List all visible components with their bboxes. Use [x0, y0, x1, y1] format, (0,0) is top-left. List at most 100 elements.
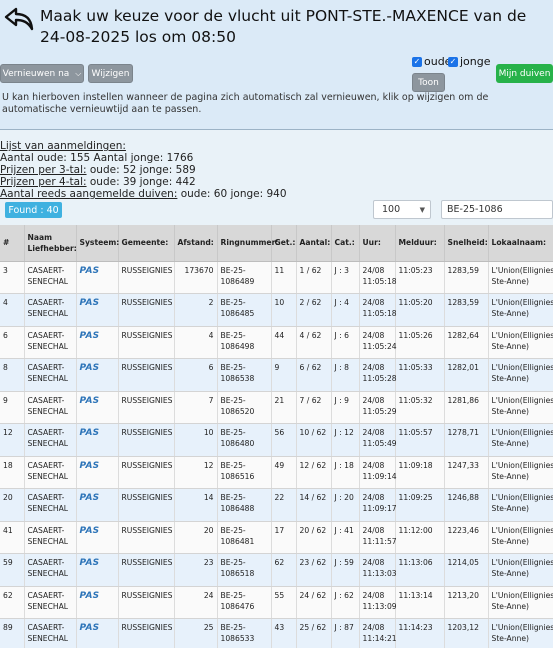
column-header[interactable]: Cat.:: [331, 225, 360, 262]
row-number: 41: [0, 521, 25, 554]
speed-cell: 1282,01: [444, 358, 489, 392]
table-row[interactable]: 20 CASAERT-SENECHAL PAS RUSSEIGNIES 14 BE-25-…: [0, 488, 553, 522]
column-header[interactable]: Afstand:: [174, 225, 218, 262]
get-cell: 17: [271, 521, 297, 554]
pas-logo: PAS: [79, 623, 100, 633]
report-time-cell: 11:05:32: [395, 391, 445, 424]
table-row[interactable]: 9 CASAERT-SENECHAL PAS RUSSEIGNIES 7 BE-25-10…: [0, 391, 553, 424]
toon-button[interactable]: Toon: [412, 73, 445, 92]
distance-cell: 24: [174, 586, 218, 619]
prizes4-link[interactable]: Prijzen per 4-tal:: [0, 176, 87, 188]
checkmark-icon: ✓: [413, 57, 421, 66]
local-cell: L'Union(Ellignies-Ste-Anne): [488, 488, 553, 522]
breeder-name: CASAERT-SENECHAL: [24, 553, 77, 587]
row-number: 62: [0, 586, 25, 619]
my-pigeons-button[interactable]: Mijn duiven: [496, 64, 553, 83]
column-header[interactable]: Gemeente:: [118, 225, 175, 262]
category-cell: J : 20: [331, 488, 360, 522]
breeder-name: CASAERT-SENECHAL: [24, 456, 77, 489]
table-row[interactable]: 18 CASAERT-SENECHAL PAS RUSSEIGNIES 12 BE-25-…: [0, 456, 553, 489]
row-number: 8: [0, 358, 25, 392]
column-header[interactable]: Melduur:: [395, 225, 445, 262]
row-number: 59: [0, 553, 25, 587]
ring-number: BE-25-1086533: [217, 618, 272, 648]
breeder-name: CASAERT-SENECHAL: [24, 423, 77, 457]
table-row[interactable]: 12 CASAERT-SENECHAL PAS RUSSEIGNIES 10 BE-25-…: [0, 423, 553, 457]
local-cell: L'Union(Ellignies-Ste-Anne): [488, 326, 553, 359]
table-row[interactable]: 89 CASAERT-SENECHAL PAS RUSSEIGNIES 25 BE-25-…: [0, 618, 553, 648]
search-input[interactable]: BE-25-1086: [441, 200, 553, 219]
ring-number: BE-25-1086481: [217, 521, 272, 554]
time-cell: 24/08 11:14:21: [359, 618, 397, 648]
page-size-value: 100: [382, 204, 401, 215]
column-header[interactable]: Ringnummer:: [217, 225, 278, 262]
back-arrow-icon[interactable]: [3, 6, 35, 32]
column-header[interactable]: Get.:: [271, 225, 297, 262]
page-size-select[interactable]: 100 ▼: [373, 200, 431, 219]
system-logo: PAS: [76, 326, 119, 359]
pas-logo: PAS: [79, 590, 100, 601]
old-checkbox[interactable]: ✓: [412, 57, 422, 67]
system-logo: PAS: [76, 456, 119, 489]
breeder-name: CASAERT-SENECHAL: [24, 586, 77, 619]
system-logo: PAS: [76, 553, 119, 587]
table-row[interactable]: 8 CASAERT-SENECHAL PAS RUSSEIGNIES 6 BE-25-10…: [0, 358, 553, 392]
stats-block: Lijst van aanmeldingen: Aantal oude: 155…: [0, 140, 287, 200]
table-row[interactable]: 3 CASAERT-SENECHAL PAS RUSSEIGNIES 173670 BE-…: [0, 261, 553, 294]
row-number: 89: [0, 618, 25, 648]
report-time-cell: 11:09:18: [395, 456, 445, 489]
breeder-name: CASAERT-SENECHAL: [24, 521, 77, 554]
system-logo: PAS: [76, 488, 119, 522]
column-header[interactable]: Lokaalnaam:: [488, 225, 553, 262]
speed-cell: 1213,20: [444, 586, 489, 619]
category-cell: J : 41: [331, 521, 360, 554]
prizes3-link[interactable]: Prijzen per 3-tal:: [0, 164, 87, 176]
distance-cell: 6: [174, 358, 218, 392]
table-row[interactable]: 4 CASAERT-SENECHAL PAS RUSSEIGNIES 2 BE-25-10…: [0, 293, 553, 327]
change-button[interactable]: Wijzigen: [88, 64, 133, 83]
column-header[interactable]: Uur:: [359, 225, 396, 262]
get-cell: 44: [271, 326, 297, 359]
get-cell: 55: [271, 586, 297, 619]
table-row[interactable]: 41 CASAERT-SENECHAL PAS RUSSEIGNIES 20 BE-25-…: [0, 521, 553, 554]
column-header[interactable]: Naam Liefhebber:: [24, 225, 77, 262]
city-cell: RUSSEIGNIES: [118, 618, 175, 648]
list-title-link[interactable]: Lijst van aanmeldingen:: [0, 140, 126, 152]
system-logo: PAS: [76, 521, 119, 554]
count-cell: 23 / 62: [296, 553, 332, 587]
breeder-name: CASAERT-SENECHAL: [24, 618, 77, 648]
local-cell: L'Union(Ellignies-Ste-Anne): [488, 358, 553, 392]
distance-cell: 23: [174, 553, 218, 587]
speed-cell: 1278,71: [444, 423, 489, 457]
column-header[interactable]: Systeem:: [76, 225, 119, 262]
local-cell: L'Union(Ellignies-Ste-Anne): [488, 618, 553, 648]
report-time-cell: 11:05:33: [395, 358, 445, 392]
count-cell: 12 / 62: [296, 456, 332, 489]
refresh-interval-select[interactable]: Vernieuwen na ⌵: [0, 64, 84, 83]
count-cell: 14 / 62: [296, 488, 332, 522]
city-cell: RUSSEIGNIES: [118, 326, 175, 359]
table-header-row: # Naam Liefhebber: Systeem: Gemeente: Afstan…: [0, 225, 553, 262]
column-header[interactable]: #: [0, 225, 25, 262]
pas-logo: PAS: [79, 298, 100, 308]
system-logo: PAS: [76, 423, 119, 457]
count-cell: 1 / 62: [296, 261, 332, 294]
table-row[interactable]: 62 CASAERT-SENECHAL PAS RUSSEIGNIES 24 BE-25-…: [0, 586, 553, 619]
table-row[interactable]: 59 CASAERT-SENECHAL PAS RUSSEIGNIES 23 BE-25-…: [0, 553, 553, 587]
column-header[interactable]: Aantal:: [296, 225, 332, 262]
pas-logo: PAS: [79, 460, 100, 471]
prizes3-value: oude: 52 jonge: 589: [86, 164, 196, 176]
speed-cell: 1283,59: [444, 261, 489, 294]
city-cell: RUSSEIGNIES: [118, 521, 175, 554]
young-checkbox[interactable]: ✓: [448, 57, 458, 67]
registered-link[interactable]: Aantal reeds aangemelde duiven:: [0, 188, 178, 200]
category-cell: J : 87: [331, 618, 360, 648]
table-row[interactable]: 6 CASAERT-SENECHAL PAS RUSSEIGNIES 4 BE-25-10…: [0, 326, 553, 359]
system-logo: PAS: [76, 261, 119, 294]
results-table: # Naam Liefhebber: Systeem: Gemeente: Afstan…: [0, 225, 553, 648]
refresh-label: Vernieuwen na: [2, 68, 70, 79]
category-cell: J : 4: [331, 293, 360, 327]
column-header[interactable]: Snelheid:: [444, 225, 489, 262]
local-cell: L'Union(Ellignies-Ste-Anne): [488, 423, 553, 457]
speed-cell: 1283,59: [444, 293, 489, 327]
